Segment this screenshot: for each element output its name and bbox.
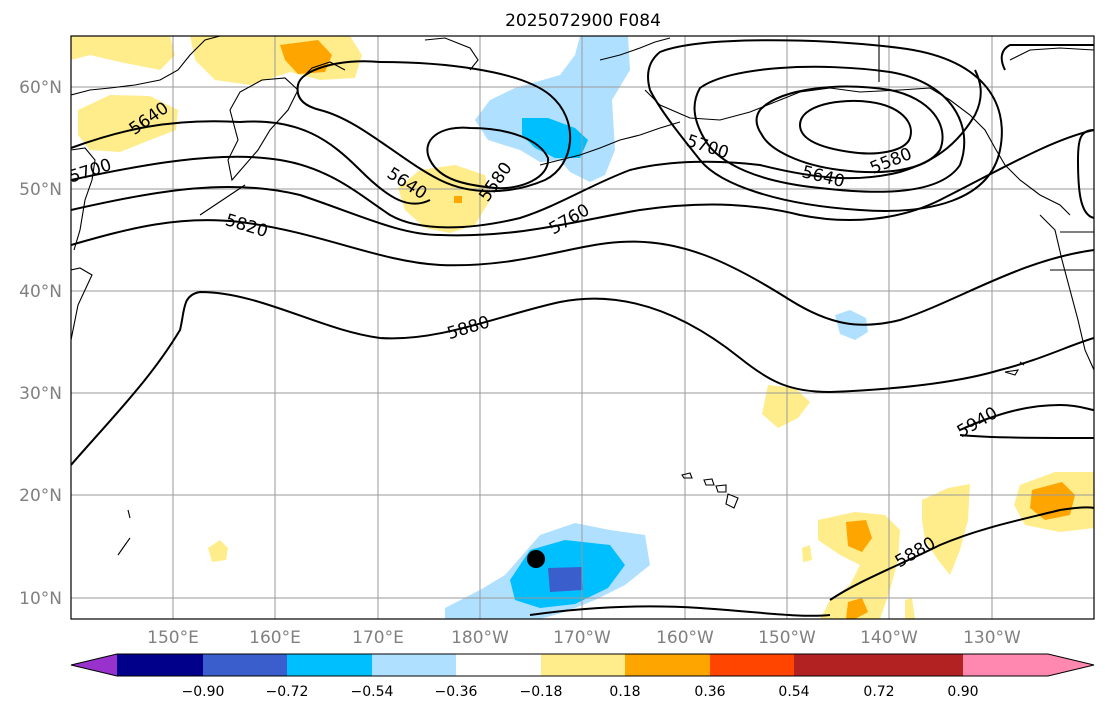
coastlines [71, 36, 1094, 556]
colorbar-tick-label: 0.90 [947, 684, 978, 700]
lat-label: 10°N [19, 589, 62, 609]
lon-label: 130°W [963, 628, 1021, 648]
lon-label: 180°W [451, 628, 509, 648]
lon-label: 170°W [553, 628, 611, 648]
height-contours [71, 39, 1094, 617]
colorbar-tick-label: 0.36 [694, 684, 725, 700]
lon-label: 150°W [758, 628, 816, 648]
colorbar-segment [541, 654, 625, 676]
colorbar-segment [879, 654, 963, 676]
map-area: 5640 5700 5820 5640 5580 5760 5880 5700 … [71, 36, 1094, 619]
colorbar-segment [203, 654, 287, 676]
colorbar-tick-label: 0.18 [609, 684, 640, 700]
colorbar: −0.90 −0.72 −0.54 −0.36 −0.18 0.18 0.36 … [70, 653, 1095, 700]
colorbar-tick-label: −0.54 [351, 684, 394, 700]
lat-label: 60°N [19, 78, 62, 98]
lon-label: 160°W [656, 628, 714, 648]
colorbar-extend-low [71, 654, 117, 676]
graticule [71, 36, 1094, 619]
colorbar-tick-label: −0.18 [520, 684, 563, 700]
colorbar-segment [117, 654, 203, 676]
colorbar-outline [70, 653, 1095, 677]
lat-label: 30°N [19, 384, 62, 404]
colorbar-segment [710, 654, 794, 676]
colorbar-segment [287, 654, 372, 676]
colorbar-extend-high [963, 654, 1094, 676]
lat-label: 50°N [19, 180, 62, 200]
lon-label: 140°W [860, 628, 918, 648]
storm-position-marker [527, 550, 545, 568]
colorbar-tick-label: 0.72 [863, 684, 894, 700]
colorbar-tick-label: 0.54 [778, 684, 809, 700]
lon-label: 160°E [249, 628, 301, 648]
colorbar-tick-label: −0.72 [266, 684, 309, 700]
colorbar-segment [625, 654, 710, 676]
colorbar-segment [794, 654, 879, 676]
anomaly-shading [71, 36, 1094, 619]
lat-label: 20°N [19, 486, 62, 506]
map-frame [70, 35, 1095, 620]
latitude-labels: 60°N 50°N 40°N 30°N 20°N 10°N [19, 78, 62, 609]
lat-label: 40°N [19, 282, 62, 302]
colorbar-tick-label: −0.90 [182, 684, 225, 700]
colorbar-segment [372, 654, 456, 676]
colorbar-segment [456, 654, 541, 676]
colorbar-tick-label: −0.36 [435, 684, 478, 700]
map-title: 2025072900 F084 [505, 11, 661, 31]
longitude-labels: 150°E 160°E 170°E 180°W 170°W 160°W 150°… [147, 628, 1021, 648]
lon-label: 150°E [147, 628, 199, 648]
lon-label: 170°E [352, 628, 404, 648]
